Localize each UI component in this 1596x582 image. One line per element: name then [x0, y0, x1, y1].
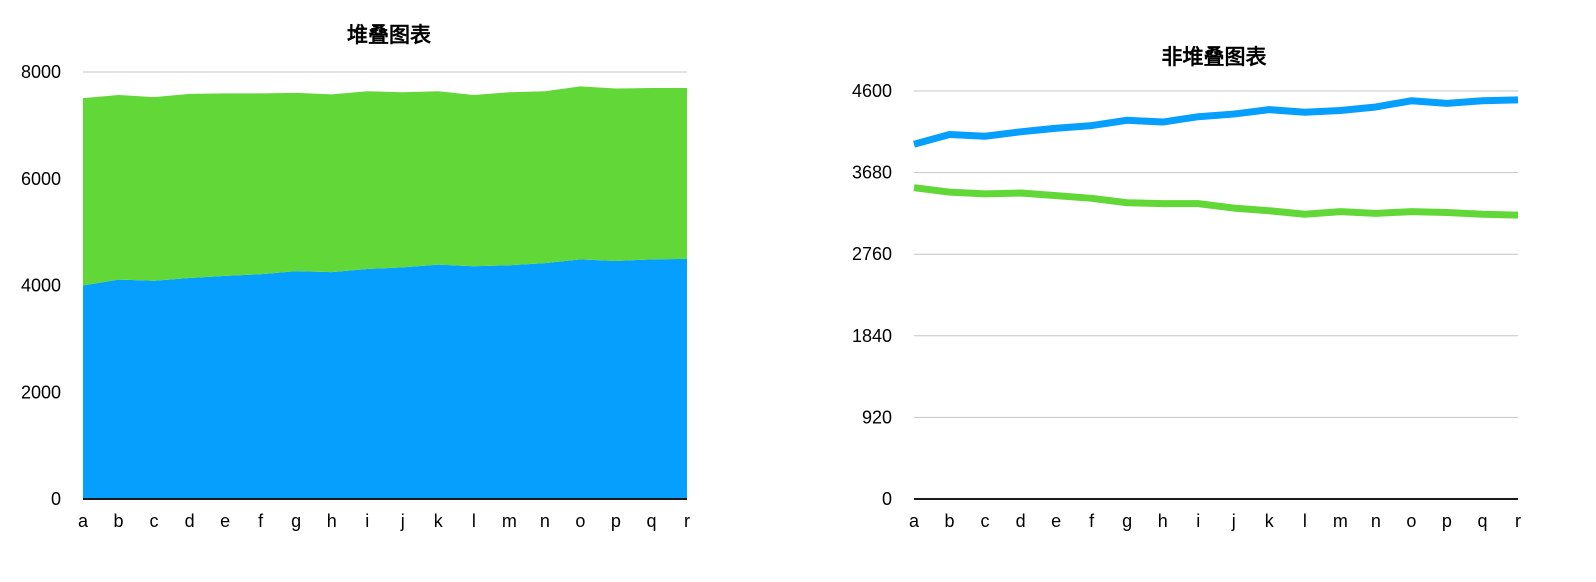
- x-tick-label: g: [1122, 511, 1132, 531]
- x-tick-label: n: [1371, 511, 1381, 531]
- x-tick-label: q: [1477, 511, 1487, 531]
- x-tick-label: b: [114, 511, 124, 531]
- x-tick-label: j: [400, 511, 405, 531]
- x-tick-label: f: [1089, 511, 1095, 531]
- y-tick-label: 2000: [21, 382, 61, 402]
- line-chart: 非堆叠图表 0 920 1840 2760 3680 4600 a b c d e f g h i j k l m n…: [820, 0, 1596, 582]
- x-tick-label: j: [1231, 511, 1236, 531]
- x-tick-label: n: [540, 511, 550, 531]
- y-tick-label: 4600: [852, 81, 892, 101]
- x-tick-label: a: [909, 511, 920, 531]
- x-tick-label: r: [1515, 511, 1521, 531]
- x-tick-label: k: [1265, 511, 1275, 531]
- x-tick-label: p: [611, 511, 621, 531]
- area-series-1: [83, 258, 687, 499]
- x-tick-label: c: [981, 511, 990, 531]
- chart-title: 堆叠图表: [347, 23, 431, 47]
- x-tick-label: g: [291, 511, 301, 531]
- x-tick-label: e: [1051, 511, 1061, 531]
- y-tick-label: 4000: [21, 276, 61, 296]
- y-tick-label: 0: [882, 489, 892, 509]
- x-tick-label: i: [365, 511, 369, 531]
- x-tick-label: d: [185, 511, 195, 531]
- x-tick-label: l: [472, 511, 476, 531]
- line-series-1: [913, 96, 1519, 148]
- y-tick-label: 0: [51, 489, 61, 509]
- x-tick-label: c: [150, 511, 159, 531]
- x-tick-label: d: [1016, 511, 1026, 531]
- y-tick-label: 920: [862, 407, 892, 427]
- stacked-area-plot: 0 2000 4000 6000 8000 a b c d e f g h i j k l m n o p q r: [21, 62, 690, 531]
- x-tick-label: e: [220, 511, 230, 531]
- x-tick-label: p: [1442, 511, 1452, 531]
- x-tick-label: o: [575, 511, 585, 531]
- y-tick-label: 2760: [852, 244, 892, 264]
- x-tick-label: b: [945, 511, 955, 531]
- x-tick-label: h: [327, 511, 337, 531]
- x-tick-label: a: [78, 511, 89, 531]
- y-tick-label: 1840: [852, 326, 892, 346]
- area-series-2: [83, 86, 687, 286]
- x-tick-label: l: [1303, 511, 1307, 531]
- x-tick-label: i: [1196, 511, 1200, 531]
- x-tick-label: q: [646, 511, 656, 531]
- y-tick-label: 3680: [852, 163, 892, 183]
- line-series-2: [913, 184, 1519, 219]
- x-tick-label: f: [258, 511, 264, 531]
- x-tick-label: k: [434, 511, 444, 531]
- stacked-area-chart: 堆叠图表 0 2000 4000 6000 8000 a b c d e f g h i j k l m n o p q r: [0, 0, 740, 582]
- x-tick-label: m: [502, 511, 517, 531]
- x-tick-label: r: [684, 511, 690, 531]
- x-tick-label: m: [1333, 511, 1348, 531]
- line-plot: 0 920 1840 2760 3680 4600 a b c d e f g h i j k l m n o p q r: [852, 81, 1521, 531]
- chart-title: 非堆叠图表: [1161, 45, 1267, 69]
- x-tick-label: o: [1406, 511, 1416, 531]
- x-tick-label: h: [1158, 511, 1168, 531]
- y-tick-label: 8000: [21, 62, 61, 82]
- y-tick-label: 6000: [21, 169, 61, 189]
